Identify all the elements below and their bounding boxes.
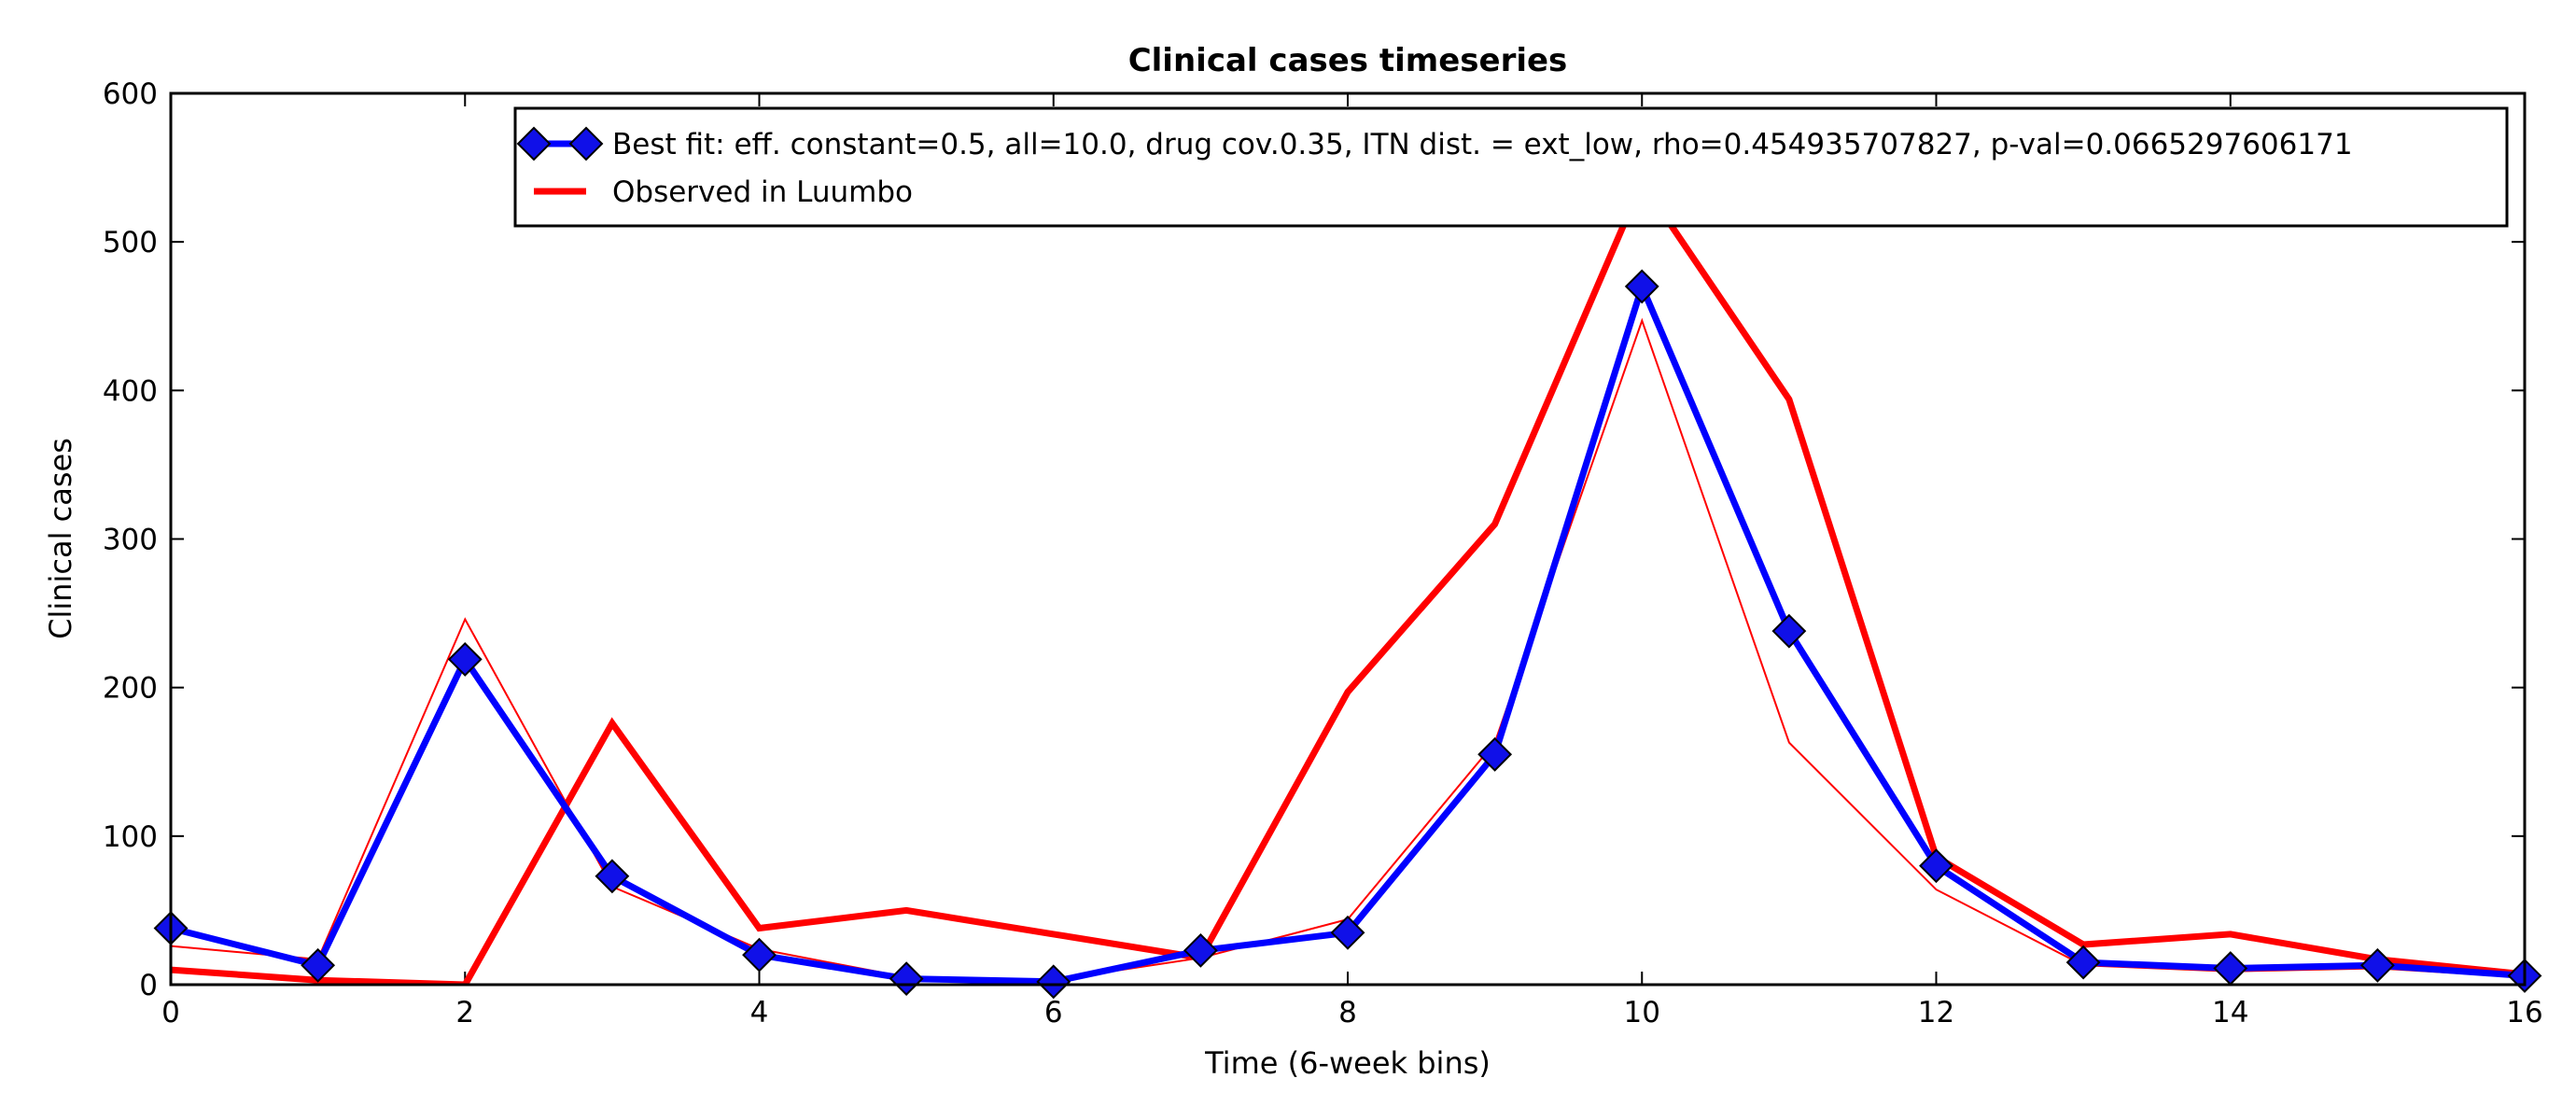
data-point <box>1477 736 1513 772</box>
data-point <box>595 859 630 894</box>
data-point <box>2213 951 2248 986</box>
legend: Best fit: eff. constant=0.5, all=10.0, d… <box>513 106 2509 228</box>
x-tick-label: 16 <box>2506 996 2542 1029</box>
x-tick-label: 14 <box>2212 996 2248 1029</box>
y-tick-label: 100 <box>103 820 158 854</box>
x-tick-label: 4 <box>750 996 769 1029</box>
legend-label: Observed in Luumbo <box>612 175 913 209</box>
data-point <box>447 642 483 677</box>
x-tick-label: 0 <box>161 996 180 1029</box>
data-point <box>301 947 336 983</box>
legend-marker <box>568 126 604 161</box>
y-axis-label: Clinical cases <box>43 438 78 639</box>
series-line-1 <box>171 175 2525 985</box>
data-point <box>1330 915 1365 950</box>
x-tick-label: 12 <box>1918 996 1954 1029</box>
data-point <box>2065 945 2101 980</box>
y-tick-label: 500 <box>103 226 158 259</box>
data-point <box>742 937 777 973</box>
series-layer <box>171 175 2525 985</box>
y-tick-label: 400 <box>103 374 158 408</box>
y-tick-label: 0 <box>139 969 158 1002</box>
data-point <box>2359 947 2395 983</box>
marker-layer <box>153 269 2542 1000</box>
y-tick-label: 200 <box>103 672 158 706</box>
data-point <box>889 961 924 997</box>
axis-ticks: 0 2 4 6 8 10 12 14 16 0 100 200 300 400 500 600 <box>103 77 2543 1029</box>
legend-marker <box>516 126 552 161</box>
chart-title: Clinical cases timeseries <box>1128 42 1568 79</box>
data-point <box>1183 932 1218 968</box>
y-tick-label: 600 <box>103 77 158 111</box>
x-tick-label: 10 <box>1624 996 1660 1029</box>
data-point <box>1771 613 1807 649</box>
plot-frame <box>169 91 2527 987</box>
legend-box <box>513 106 2509 228</box>
data-point <box>1624 269 1659 304</box>
x-axis-label: Time (6-week bins) <box>1204 1045 1491 1081</box>
data-point <box>1036 964 1071 1000</box>
x-tick-label: 6 <box>1044 996 1063 1029</box>
data-point <box>1919 848 1953 884</box>
legend-label: Best fit: eff. constant=0.5, all=10.0, d… <box>612 128 2353 161</box>
x-tick-label: 2 <box>455 996 474 1029</box>
y-tick-label: 300 <box>103 524 158 557</box>
x-tick-label: 8 <box>1338 996 1357 1029</box>
